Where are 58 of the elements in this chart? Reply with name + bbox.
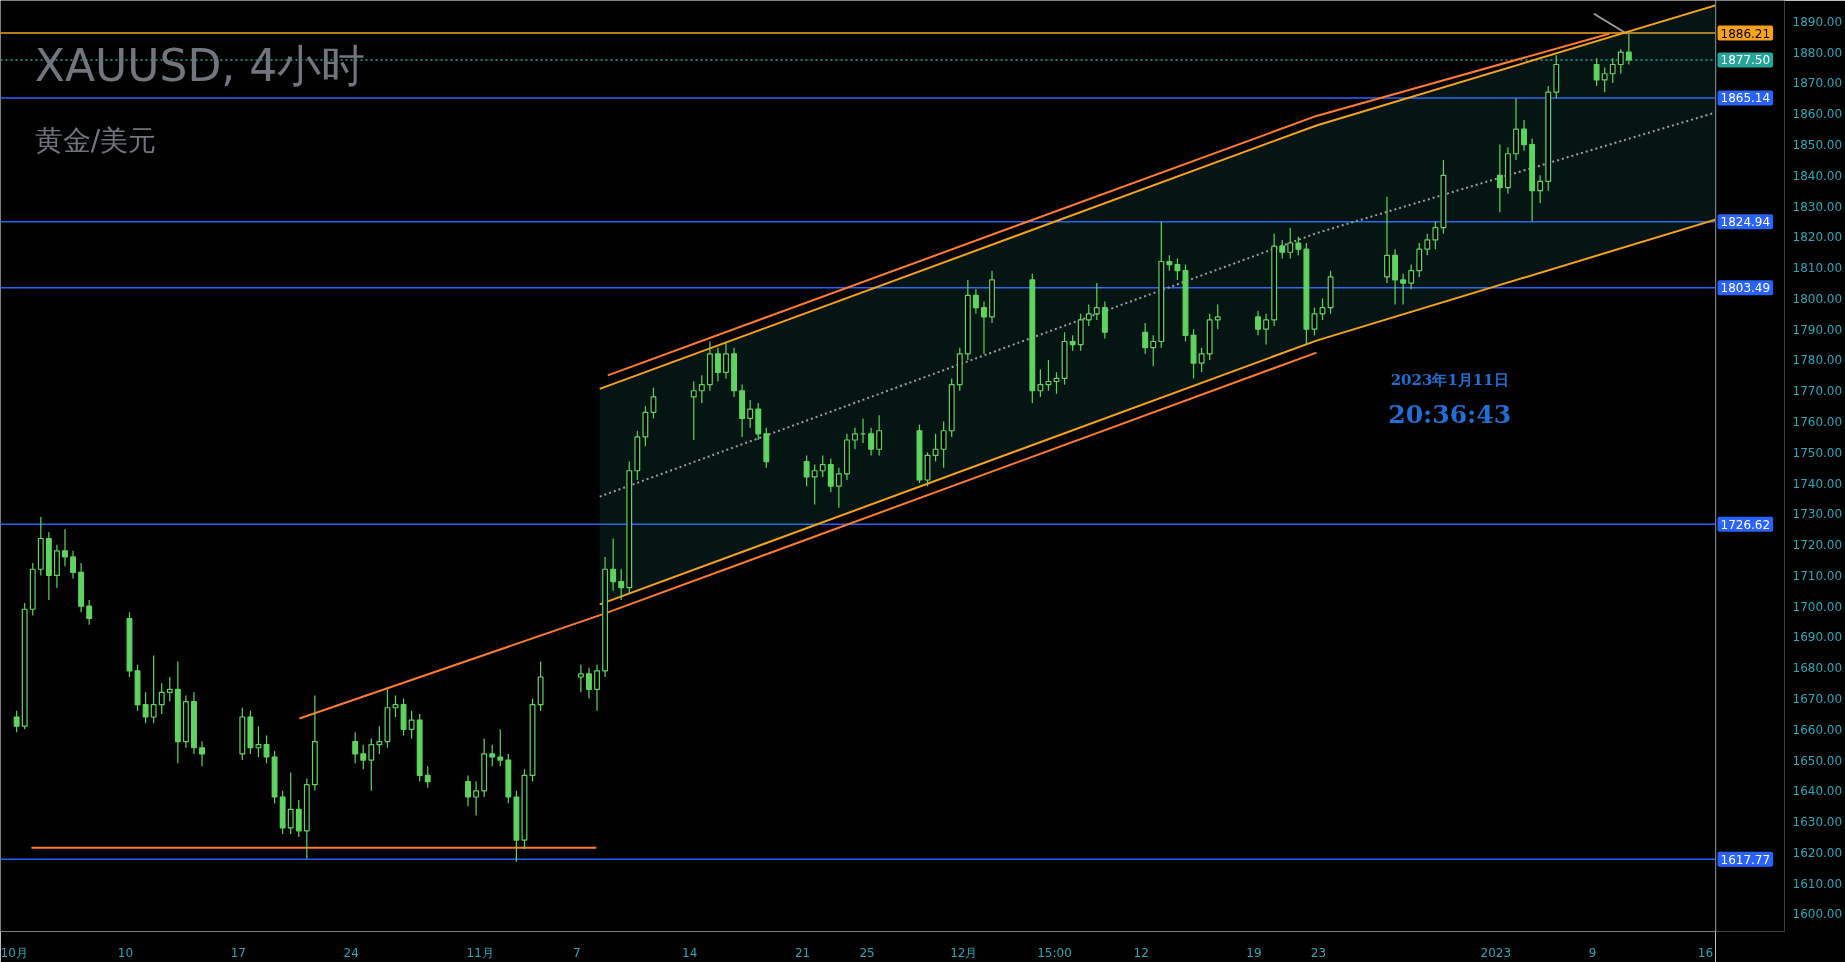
y-tick-label: 1850.00	[1792, 138, 1843, 153]
x-tick-label: 19	[1246, 945, 1262, 960]
y-tick-label: 1870.00	[1792, 76, 1843, 91]
ref-line-label: 1865.14	[1720, 91, 1771, 106]
y-tick-label: 1880.00	[1792, 45, 1843, 60]
x-tick-label: 14	[682, 945, 698, 960]
y-tick-label: 1700.00	[1792, 599, 1843, 614]
x-tick-label: 12	[1133, 945, 1149, 960]
x-tick-label: 9	[1588, 945, 1597, 960]
x-tick-label: 10月	[0, 945, 28, 960]
x-tick-label: 15:00	[1037, 945, 1072, 960]
y-tick-label: 1760.00	[1792, 415, 1843, 430]
y-tick-label: 1730.00	[1792, 507, 1843, 522]
ref-line-label: 1726.62	[1720, 517, 1771, 532]
ref-line-label: 1877.50	[1720, 53, 1771, 68]
x-tick-label: 23	[1310, 945, 1327, 960]
y-tick-label: 1840.00	[1792, 168, 1843, 183]
y-tick-label: 1650.00	[1792, 753, 1843, 768]
text: 黄金/美元	[34, 123, 157, 157]
x-tick-label: 17	[230, 945, 246, 960]
y-tick-label: 1780.00	[1792, 353, 1843, 368]
y-tick-label: 1720.00	[1792, 538, 1843, 553]
y-tick-label: 1750.00	[1792, 445, 1843, 460]
x-tick-label: 11月	[466, 945, 494, 960]
ref-line-label: 1886.21	[1720, 26, 1771, 41]
y-tick-label: 1640.00	[1792, 784, 1843, 799]
x-tick-label: 16	[1697, 945, 1714, 960]
y-tick-label: 1890.00	[1792, 14, 1843, 29]
y-tick-label: 1600.00	[1792, 907, 1843, 922]
x-tick-label: 24	[343, 945, 359, 960]
y-tick-label: 1740.00	[1792, 476, 1843, 491]
x-tick-label: 21	[794, 945, 811, 960]
ref-line-label: 1803.49	[1720, 281, 1771, 296]
y-tick-label: 1690.00	[1792, 630, 1843, 645]
x-tick-label: 12月	[950, 945, 978, 960]
y-tick-label: 1810.00	[1792, 261, 1843, 276]
y-tick-label: 1630.00	[1792, 815, 1843, 830]
ref-line-label: 1824.94	[1720, 215, 1771, 230]
y-tick-label: 1800.00	[1792, 291, 1843, 306]
y-tick-label: 1790.00	[1792, 322, 1843, 337]
x-tick-label: 7	[573, 945, 581, 960]
ref-line-label: 1617.77	[1720, 852, 1771, 867]
y-tick-label: 1710.00	[1792, 568, 1843, 583]
x-tick-label: 10	[117, 945, 134, 960]
y-tick-label: 1660.00	[1792, 722, 1843, 737]
y-tick-label: 1770.00	[1792, 384, 1843, 399]
y-tick-label: 1670.00	[1792, 692, 1843, 707]
y-tick-label: 1820.00	[1792, 230, 1843, 245]
x-tick-label: 2023	[1480, 945, 1512, 960]
y-tick-label: 1830.00	[1792, 199, 1843, 214]
annotation: 20:36:43	[1388, 400, 1512, 430]
annotation: 2023年1月11日	[1390, 371, 1509, 390]
text: XAUUSD, 4小时	[34, 40, 366, 92]
y-tick-label: 1680.00	[1792, 661, 1843, 676]
x-tick-label: 25	[859, 945, 875, 960]
y-tick-label: 1610.00	[1792, 876, 1843, 891]
y-tick-label: 1860.00	[1792, 107, 1843, 122]
y-tick-label: 1620.00	[1792, 845, 1843, 860]
